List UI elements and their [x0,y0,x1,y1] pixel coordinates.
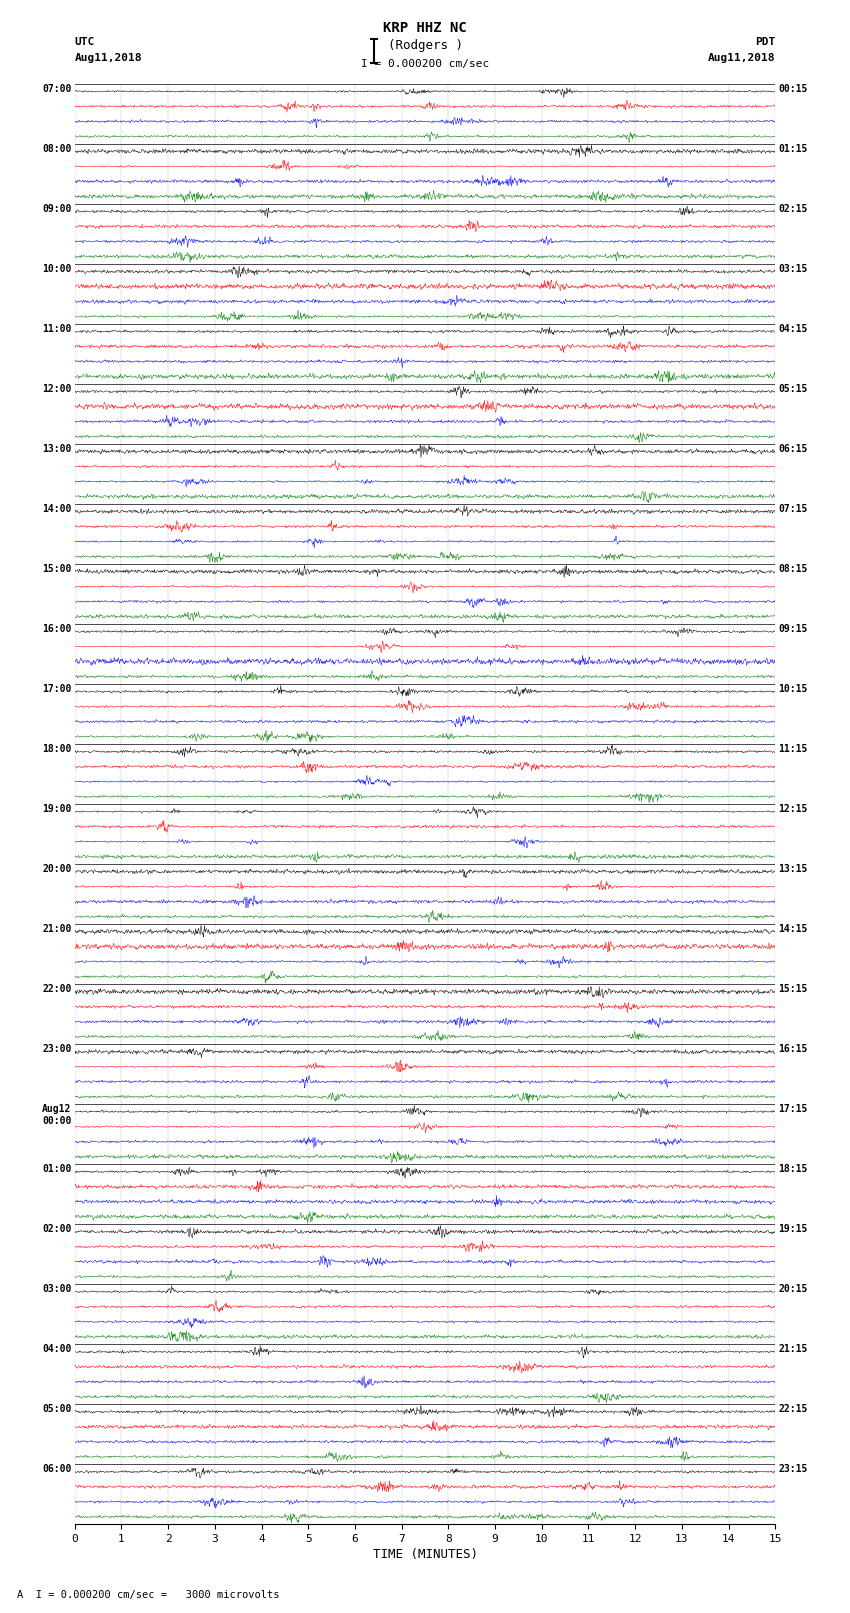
Text: 01:00: 01:00 [42,1165,71,1174]
Text: 04:00: 04:00 [42,1344,71,1355]
Text: 03:15: 03:15 [779,265,808,274]
Text: 13:15: 13:15 [779,865,808,874]
Text: Aug11,2018: Aug11,2018 [75,53,142,63]
Text: 10:00: 10:00 [42,265,71,274]
Text: 16:15: 16:15 [779,1044,808,1055]
Text: 08:00: 08:00 [42,144,71,153]
Text: 20:00: 20:00 [42,865,71,874]
Text: 11:00: 11:00 [42,324,71,334]
Text: 12:00: 12:00 [42,384,71,394]
Text: 02:15: 02:15 [779,203,808,215]
Text: 15:15: 15:15 [779,984,808,994]
Text: 07:15: 07:15 [779,503,808,515]
X-axis label: TIME (MINUTES): TIME (MINUTES) [372,1548,478,1561]
Text: 21:15: 21:15 [779,1344,808,1355]
Text: 13:00: 13:00 [42,444,71,453]
Text: 18:00: 18:00 [42,744,71,753]
Text: 19:15: 19:15 [779,1224,808,1234]
Text: 17:00: 17:00 [42,684,71,694]
Text: 07:00: 07:00 [42,84,71,94]
Text: 18:15: 18:15 [779,1165,808,1174]
Text: 08:15: 08:15 [779,565,808,574]
Text: 20:15: 20:15 [779,1284,808,1294]
Text: 12:15: 12:15 [779,805,808,815]
Text: 15:00: 15:00 [42,565,71,574]
Text: KRP HHZ NC: KRP HHZ NC [383,21,467,35]
Text: UTC: UTC [75,37,95,47]
Text: 23:15: 23:15 [779,1465,808,1474]
Text: (Rodgers ): (Rodgers ) [388,39,462,52]
Text: 17:15: 17:15 [779,1105,808,1115]
Text: 05:00: 05:00 [42,1405,71,1415]
Text: A  I = 0.000200 cm/sec =   3000 microvolts: A I = 0.000200 cm/sec = 3000 microvolts [17,1590,280,1600]
Text: 00:15: 00:15 [779,84,808,94]
Text: 06:15: 06:15 [779,444,808,453]
Text: 10:15: 10:15 [779,684,808,694]
Text: 01:15: 01:15 [779,144,808,153]
Text: 09:15: 09:15 [779,624,808,634]
Text: 22:00: 22:00 [42,984,71,994]
Text: I = 0.000200 cm/sec: I = 0.000200 cm/sec [361,60,489,69]
Text: 03:00: 03:00 [42,1284,71,1294]
Text: 02:00: 02:00 [42,1224,71,1234]
Text: 09:00: 09:00 [42,203,71,215]
Text: 22:15: 22:15 [779,1405,808,1415]
Text: 23:00: 23:00 [42,1044,71,1055]
Text: 14:15: 14:15 [779,924,808,934]
Text: 19:00: 19:00 [42,805,71,815]
Text: PDT: PDT [755,37,775,47]
Text: 06:00: 06:00 [42,1465,71,1474]
Text: 16:00: 16:00 [42,624,71,634]
Text: 21:00: 21:00 [42,924,71,934]
Text: Aug11,2018: Aug11,2018 [708,53,775,63]
Text: 05:15: 05:15 [779,384,808,394]
Text: Aug12
00:00: Aug12 00:00 [42,1105,71,1126]
Text: 14:00: 14:00 [42,503,71,515]
Text: 11:15: 11:15 [779,744,808,753]
Text: 04:15: 04:15 [779,324,808,334]
